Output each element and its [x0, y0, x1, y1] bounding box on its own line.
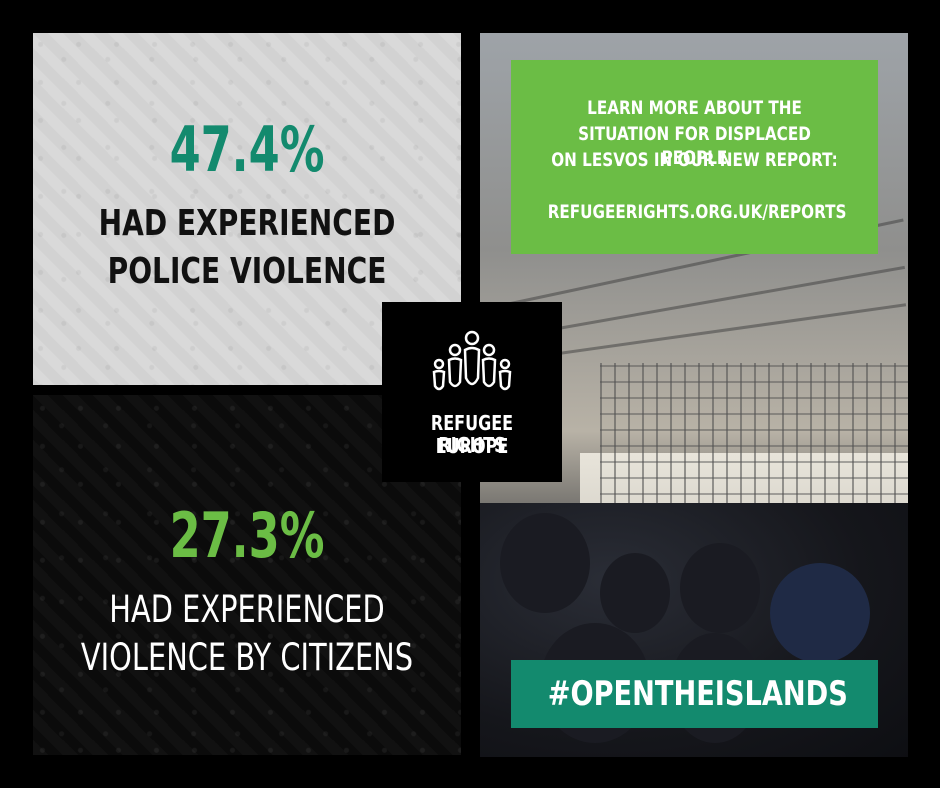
stat-label-citizens-line2: VIOLENCE BY CITIZENS	[80, 636, 414, 679]
info-line-1: LEARN MORE ABOUT THE	[587, 97, 802, 119]
person	[680, 543, 760, 633]
info-line-3: ON LESVOS IN OUR NEW REPORT:	[551, 149, 838, 171]
stat-label-citizens-line1: HAD EXPERIENCED	[109, 588, 385, 631]
logo-text-line1: REFUGEE RIGHTS	[430, 411, 514, 457]
logo-text-line2: EUROPE	[435, 434, 509, 458]
hashtag-text: #OPENTHEISLANDS	[547, 674, 848, 714]
people-figures-logo-icon	[432, 330, 512, 391]
stat-label-police-line1: HAD EXPERIENCED	[98, 203, 396, 244]
person	[500, 513, 590, 613]
report-url-link[interactable]: REFUGEERIGHTS.ORG.UK/REPORTS	[547, 201, 847, 223]
refugee-rights-europe-logo: REFUGEE RIGHTS EUROPE	[382, 302, 562, 482]
stat-panel-police: 47.4% HAD EXPERIENCED POLICE VIOLENCE	[33, 33, 461, 385]
stat-value-police: 47.4%	[169, 113, 325, 186]
info-line-2: SITUATION FOR DISPLACED PEOPLE	[578, 123, 811, 169]
report-info-box: LEARN MORE ABOUT THE SITUATION FOR DISPL…	[511, 60, 878, 254]
hashtag-banner: #OPENTHEISLANDS	[511, 660, 878, 728]
person	[600, 553, 670, 633]
stat-label-police-line2: POLICE VIOLENCE	[107, 251, 387, 292]
person	[770, 563, 870, 663]
stat-value-citizens: 27.3%	[169, 499, 325, 572]
